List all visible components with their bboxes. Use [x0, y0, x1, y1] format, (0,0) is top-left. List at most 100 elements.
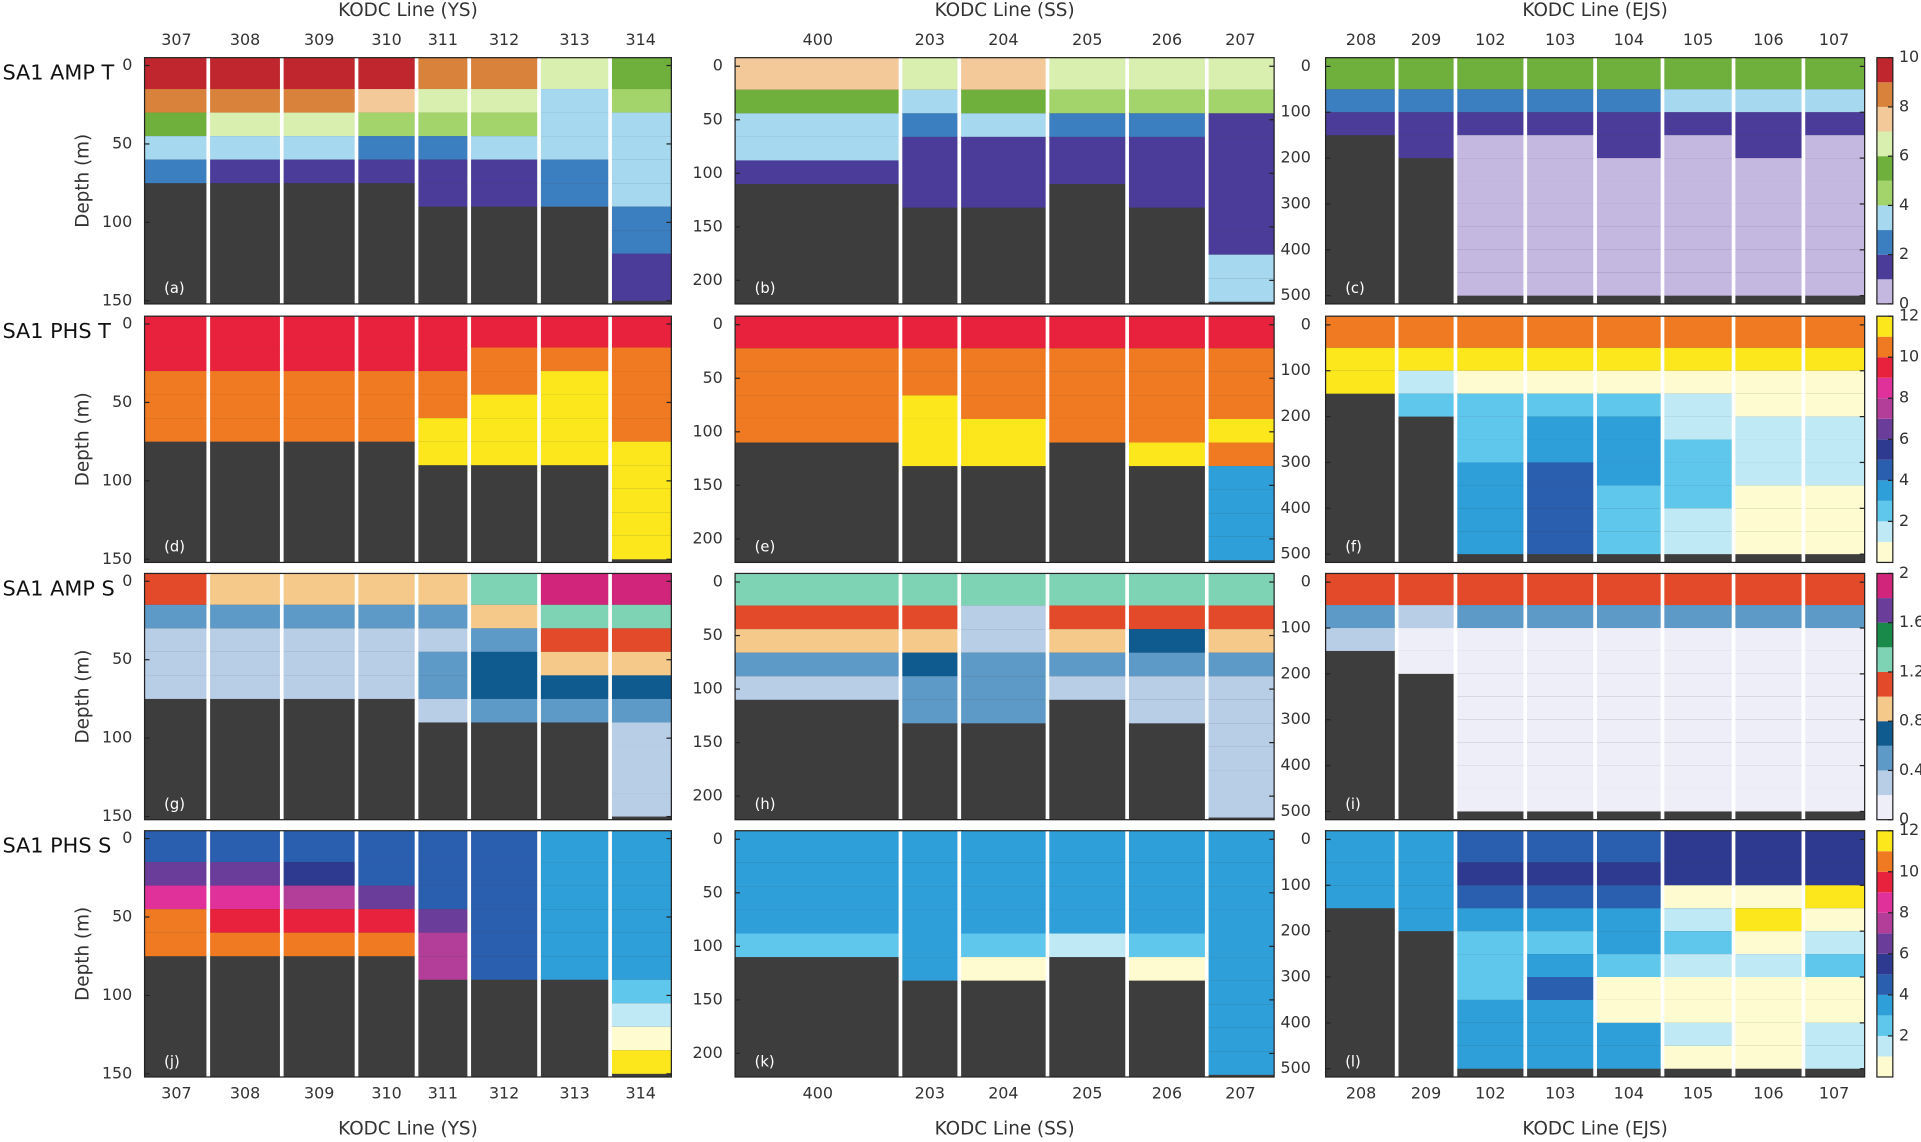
- cell: [539, 159, 611, 184]
- panel-label: (k): [755, 1053, 775, 1070]
- cell: [610, 57, 672, 90]
- cell: [1206, 466, 1275, 490]
- cell: [1455, 650, 1526, 674]
- colorbar-tick-label: 8: [1899, 388, 1909, 407]
- cell: [1803, 439, 1865, 463]
- y-tick-label: 100: [1281, 360, 1311, 379]
- cell: [469, 698, 540, 723]
- cell: [1595, 272, 1663, 296]
- cell: [281, 136, 357, 160]
- cell: [1206, 489, 1275, 514]
- y-tick-label: 300: [1281, 967, 1311, 986]
- cell: [900, 909, 960, 934]
- cell: [356, 604, 417, 629]
- cell: [1595, 931, 1663, 955]
- cell: [1206, 652, 1275, 677]
- panel-label: (a): [164, 280, 184, 297]
- cell: [208, 604, 282, 629]
- cell: [1733, 57, 1804, 90]
- colorbar-swatch: [1876, 696, 1893, 722]
- cell: [1525, 765, 1596, 789]
- cell: [539, 57, 611, 90]
- colorbar-swatch: [1876, 336, 1893, 358]
- cell: [1455, 908, 1526, 932]
- cell: [1595, 862, 1663, 886]
- group-title: KODC Line (SS): [935, 1119, 1075, 1140]
- cell: [1206, 136, 1275, 161]
- cell: [1733, 742, 1804, 766]
- station-label: 106: [1753, 1084, 1783, 1103]
- colorbar-swatch: [1876, 770, 1893, 796]
- cell: [1662, 1045, 1734, 1069]
- colorbar-tick-label: 10: [1899, 861, 1919, 880]
- cell: [1127, 316, 1207, 349]
- cell: [1803, 719, 1865, 743]
- cell: [1595, 89, 1663, 113]
- cell: [356, 651, 417, 676]
- station-label: 107: [1819, 1084, 1849, 1103]
- cell: [1455, 439, 1526, 463]
- cell: [416, 651, 470, 676]
- station-label: 203: [915, 30, 945, 49]
- cell: [900, 957, 960, 981]
- cell: [1662, 462, 1734, 486]
- y-tick-label: 200: [1281, 921, 1311, 940]
- cell: [144, 371, 209, 395]
- cell: [1206, 231, 1275, 255]
- cell: [1803, 605, 1865, 629]
- cell: [735, 57, 901, 90]
- cell: [1733, 485, 1804, 509]
- cell: [1206, 909, 1275, 934]
- cell: [208, 347, 282, 372]
- cell: [959, 184, 1048, 208]
- cell: [900, 442, 960, 467]
- cell: [1803, 696, 1865, 720]
- cell: [1396, 908, 1456, 932]
- cell: [356, 371, 417, 395]
- cell: [356, 159, 417, 184]
- cell: [610, 253, 672, 278]
- cell: [1662, 316, 1734, 348]
- station-label: 206: [1152, 30, 1182, 49]
- y-tick-label: 300: [1281, 452, 1311, 471]
- cell: [900, 605, 960, 630]
- cell: [281, 89, 357, 113]
- cell: [610, 159, 672, 184]
- cell: [610, 465, 672, 489]
- cell: [1525, 203, 1596, 227]
- cell: [1803, 158, 1865, 182]
- station-label: 309: [304, 30, 334, 49]
- cell: [1455, 885, 1526, 909]
- cell: [610, 394, 672, 419]
- cell: [1595, 605, 1663, 629]
- cell: [1525, 719, 1596, 743]
- cell: [610, 745, 672, 770]
- colorbar-swatch: [1876, 230, 1893, 255]
- group-title: KODC Line (YS): [338, 1119, 478, 1140]
- cell: [469, 651, 540, 676]
- cell: [1662, 885, 1734, 909]
- cell: [735, 629, 901, 653]
- cell: [959, 886, 1048, 910]
- y-tick-label: 50: [703, 368, 723, 387]
- cell: [1325, 573, 1397, 606]
- cell: [1455, 765, 1526, 789]
- cell: [1455, 272, 1526, 296]
- cell: [1455, 830, 1526, 863]
- y-tick-label: 150: [102, 806, 132, 825]
- cell: [1595, 531, 1663, 555]
- cell: [469, 675, 540, 699]
- cell: [416, 183, 470, 207]
- colorbar-swatch: [1876, 721, 1893, 746]
- cell: [1595, 485, 1663, 509]
- group-title: KODC Line (EJS): [1522, 1119, 1667, 1140]
- cell: [610, 628, 672, 652]
- panel-frame: [143, 830, 672, 1078]
- cell: [959, 957, 1048, 981]
- cell: [1396, 862, 1456, 886]
- cell: [1525, 908, 1596, 932]
- cell: [1325, 112, 1397, 136]
- cell: [1662, 977, 1734, 1000]
- cell: [1525, 462, 1596, 486]
- cell: [1662, 249, 1734, 273]
